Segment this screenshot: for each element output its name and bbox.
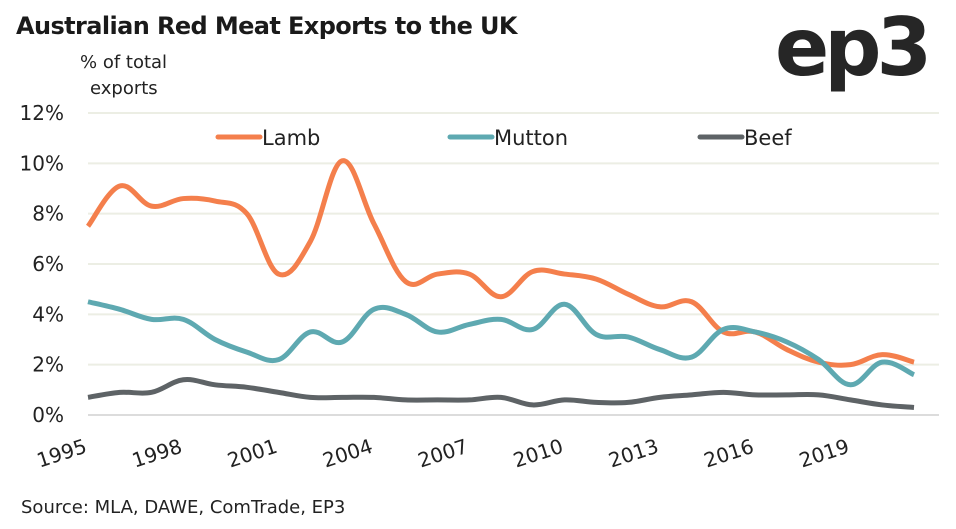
y-tick-label: 6% (32, 252, 64, 276)
x-tick-label: 2010 (510, 434, 566, 473)
ep3-logo: ep3 (775, 1, 932, 94)
x-tick-label: 2013 (606, 434, 662, 473)
y-tick-label: 4% (32, 302, 64, 326)
source-note: Source: MLA, DAWE, ComTrade, EP3 (21, 497, 346, 518)
x-tick-label: 1998 (129, 434, 185, 473)
chart-title: Australian Red Meat Exports to the UK (16, 12, 518, 40)
series-lines (85, 158, 916, 410)
legend: Lamb Mutton Beef (215, 126, 792, 150)
x-tick-label: 2019 (796, 434, 852, 473)
y-axis-label: % of total exports (80, 50, 167, 102)
y-axis-label-line-2: exports (90, 78, 158, 99)
series-line-beef (87, 377, 915, 410)
x-tick-label: 2001 (224, 434, 280, 473)
y-axis-label-line-1: % of total (80, 52, 168, 73)
x-tick-label: 2004 (320, 434, 376, 473)
y-tick-label: 8% (32, 202, 64, 226)
y-axis-ticks: 0% 2% 4% 6% 8% 10% 12% (20, 101, 64, 427)
legend-label-beef: Beef (744, 126, 792, 150)
y-tick-label: 12% (20, 101, 64, 125)
gridlines (88, 112, 939, 416)
x-axis-ticks: 1995 1998 2001 2004 2007 2010 2013 2016 2019 (34, 434, 852, 473)
x-tick-label: 1995 (34, 434, 90, 473)
y-tick-label: 10% (20, 151, 64, 175)
legend-label-mutton: Mutton (494, 126, 568, 150)
x-tick-label: 2007 (415, 434, 471, 473)
y-tick-label: 2% (32, 353, 64, 377)
legend-label-lamb: Lamb (262, 126, 320, 150)
y-tick-label: 0% (32, 403, 64, 427)
series-line-lamb (85, 158, 915, 368)
x-tick-label: 2016 (701, 434, 757, 473)
series-line-mutton (87, 299, 916, 388)
